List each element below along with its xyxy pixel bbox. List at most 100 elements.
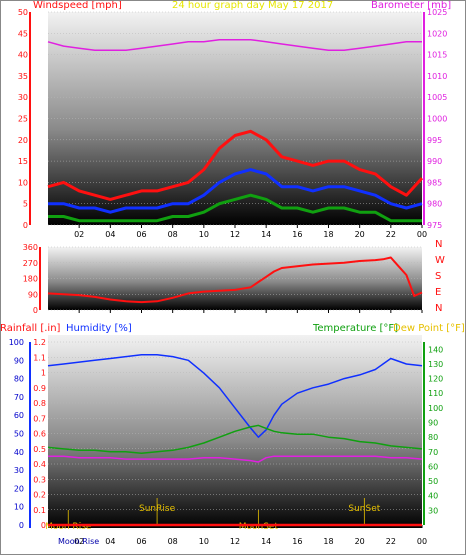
barometer-tick-label: 990 — [427, 157, 442, 166]
rainfall-tick-label: 1 — [41, 369, 46, 378]
rainfall-tick-label: 0.1 — [33, 506, 46, 515]
humidity-tick-label: 0 — [19, 521, 24, 530]
barometer-title: Barometer [mb] — [371, 0, 451, 11]
humidity-x-tick-label: 02 — [74, 537, 84, 546]
wind-tick-label: 0 — [23, 221, 28, 230]
humidity-x-tick-label: 18 — [323, 537, 333, 546]
humidity-tick-label: 100 — [9, 338, 24, 347]
humidity-tick-label: 50 — [14, 430, 24, 439]
rainfall-tick-label: 0.4 — [33, 460, 46, 469]
humidity-tick-label: 90 — [14, 356, 24, 365]
barometer-tick-label: 975 — [427, 221, 442, 230]
wind-x-tick-label: 10 — [199, 230, 209, 239]
temperature-tick-label: 30 — [428, 506, 438, 515]
event-label: MoonSet — [239, 522, 279, 532]
temperature-tick-label: 100 — [428, 404, 443, 413]
rainfall-tick-label: 0.9 — [33, 384, 46, 393]
humidity-line — [47, 354, 423, 438]
direction-tick-label: 360 — [23, 243, 38, 252]
humidity-tick-label: 80 — [14, 375, 24, 384]
barometer-tick-label: 995 — [427, 136, 442, 145]
wind-lull-line — [48, 193, 422, 223]
humidity-x-tick-label: 14 — [261, 537, 271, 546]
barometer-tick-label: 1025 — [427, 8, 447, 17]
humidity-tick-label: 60 — [14, 411, 24, 420]
wind-tick-label: 35 — [18, 72, 28, 81]
wind-tick-label: 30 — [18, 93, 28, 102]
compass-label: S — [435, 271, 441, 282]
wind-x-tick-label: 18 — [323, 230, 333, 239]
barometer-line — [47, 38, 422, 52]
rainfall-tick-label: 0.5 — [33, 445, 46, 454]
barometer-tick-label: 985 — [427, 178, 442, 187]
temperature-line — [47, 424, 423, 455]
compass-label: E — [435, 287, 441, 298]
event-label: Moon Rise — [45, 522, 92, 532]
dewpoint-axis-title: Dew Point [°F] — [393, 323, 465, 334]
humidity-x-tick-label: 10 — [199, 537, 209, 546]
wind-x-tick-label: 12 — [230, 230, 240, 239]
wind-tick-label: 45 — [18, 29, 28, 38]
humidity-tick-label: 20 — [14, 484, 24, 493]
rainfall-tick-label: 0.2 — [33, 491, 46, 500]
dew-point-line — [48, 455, 423, 463]
wind-tick-label: 25 — [18, 115, 28, 124]
rainfall-tick-label: 0.3 — [33, 475, 46, 484]
direction-tick-label: 90 — [28, 290, 38, 299]
rainfall-tick-label: 0.6 — [33, 430, 46, 439]
rainfall-tick-label: 0 — [41, 521, 46, 530]
wind-x-tick-label: 02 — [74, 230, 84, 239]
wind-gust-line — [47, 129, 424, 201]
barometer-tick-label: 1010 — [427, 72, 447, 81]
humidity-panel: 0 0.1 0.2 0.3 0.4 0.5 0.6 0.7 0.8 0.9 1 1.1 1.2 0 10 20… — [9, 338, 444, 546]
temperature-tick-label: 140 — [428, 345, 443, 354]
humidity-tick-label: 10 — [14, 503, 24, 512]
bottom-moonrise-label: Moon Rise — [58, 537, 99, 546]
wind-x-tick-label: 22 — [386, 230, 396, 239]
wind-x-tick-label: 08 — [168, 230, 178, 239]
temperature-tick-label: 60 — [428, 462, 438, 471]
wind-direction-line — [47, 256, 423, 304]
wind-tick-label: 15 — [18, 157, 28, 166]
wind-x-tick-label: 00 — [417, 230, 427, 239]
humidity-x-tick-label: 08 — [168, 537, 178, 546]
temperature-tick-label: 80 — [428, 433, 438, 442]
rainfall-tick-label: 1.2 — [33, 338, 46, 347]
direction-tick-label: 0 — [33, 306, 38, 315]
temperature-tick-label: 120 — [428, 375, 443, 384]
rainfall-tick-label: 1.1 — [33, 353, 46, 362]
wind-x-tick-label: 16 — [292, 230, 302, 239]
humidity-x-tick-label: 00 — [417, 537, 427, 546]
temperature-tick-label: 50 — [428, 477, 438, 486]
temperature-tick-label: 110 — [428, 389, 443, 398]
barometer-tick-label: 980 — [427, 200, 442, 209]
temperature-tick-label: 90 — [428, 419, 438, 428]
humidity-x-tick-label: 06 — [136, 537, 146, 546]
compass-label: W — [435, 255, 445, 266]
rainfall-tick-label: 0.8 — [33, 399, 46, 408]
temperature-axis-title: Temperature [°F] — [312, 323, 398, 334]
rainfall-axis-title: Rainfall [.in] — [0, 323, 61, 334]
wind-x-tick-label: 20 — [355, 230, 365, 239]
barometer-tick-label: 1020 — [427, 29, 447, 38]
humidity-x-tick-label: 04 — [105, 537, 115, 546]
wind-tick-label: 50 — [18, 8, 28, 17]
graph-date-title: 24 hour graph day May 17 2017 — [172, 0, 333, 11]
barometer-tick-label: 1005 — [427, 93, 447, 102]
direction-tick-label: 180 — [23, 275, 38, 284]
barometer-tick-label: 1015 — [427, 51, 447, 60]
humidity-axis-title: Humidity [%] — [66, 323, 132, 334]
compass-label: N — [435, 303, 442, 314]
humidity-tick-label: 30 — [14, 466, 24, 475]
temperature-tick-label: 130 — [428, 360, 443, 369]
wind-average-line — [48, 168, 423, 214]
humidity-tick-label: 40 — [14, 448, 24, 457]
wind-tick-label: 20 — [18, 136, 28, 145]
wind-tick-label: 40 — [18, 51, 28, 60]
humidity-tick-label: 70 — [14, 393, 24, 402]
humidity-x-tick-label: 22 — [386, 537, 396, 546]
wind-panel: 0510152025303540455097598098599099510001… — [18, 8, 448, 239]
wind-tick-label: 10 — [18, 178, 28, 187]
